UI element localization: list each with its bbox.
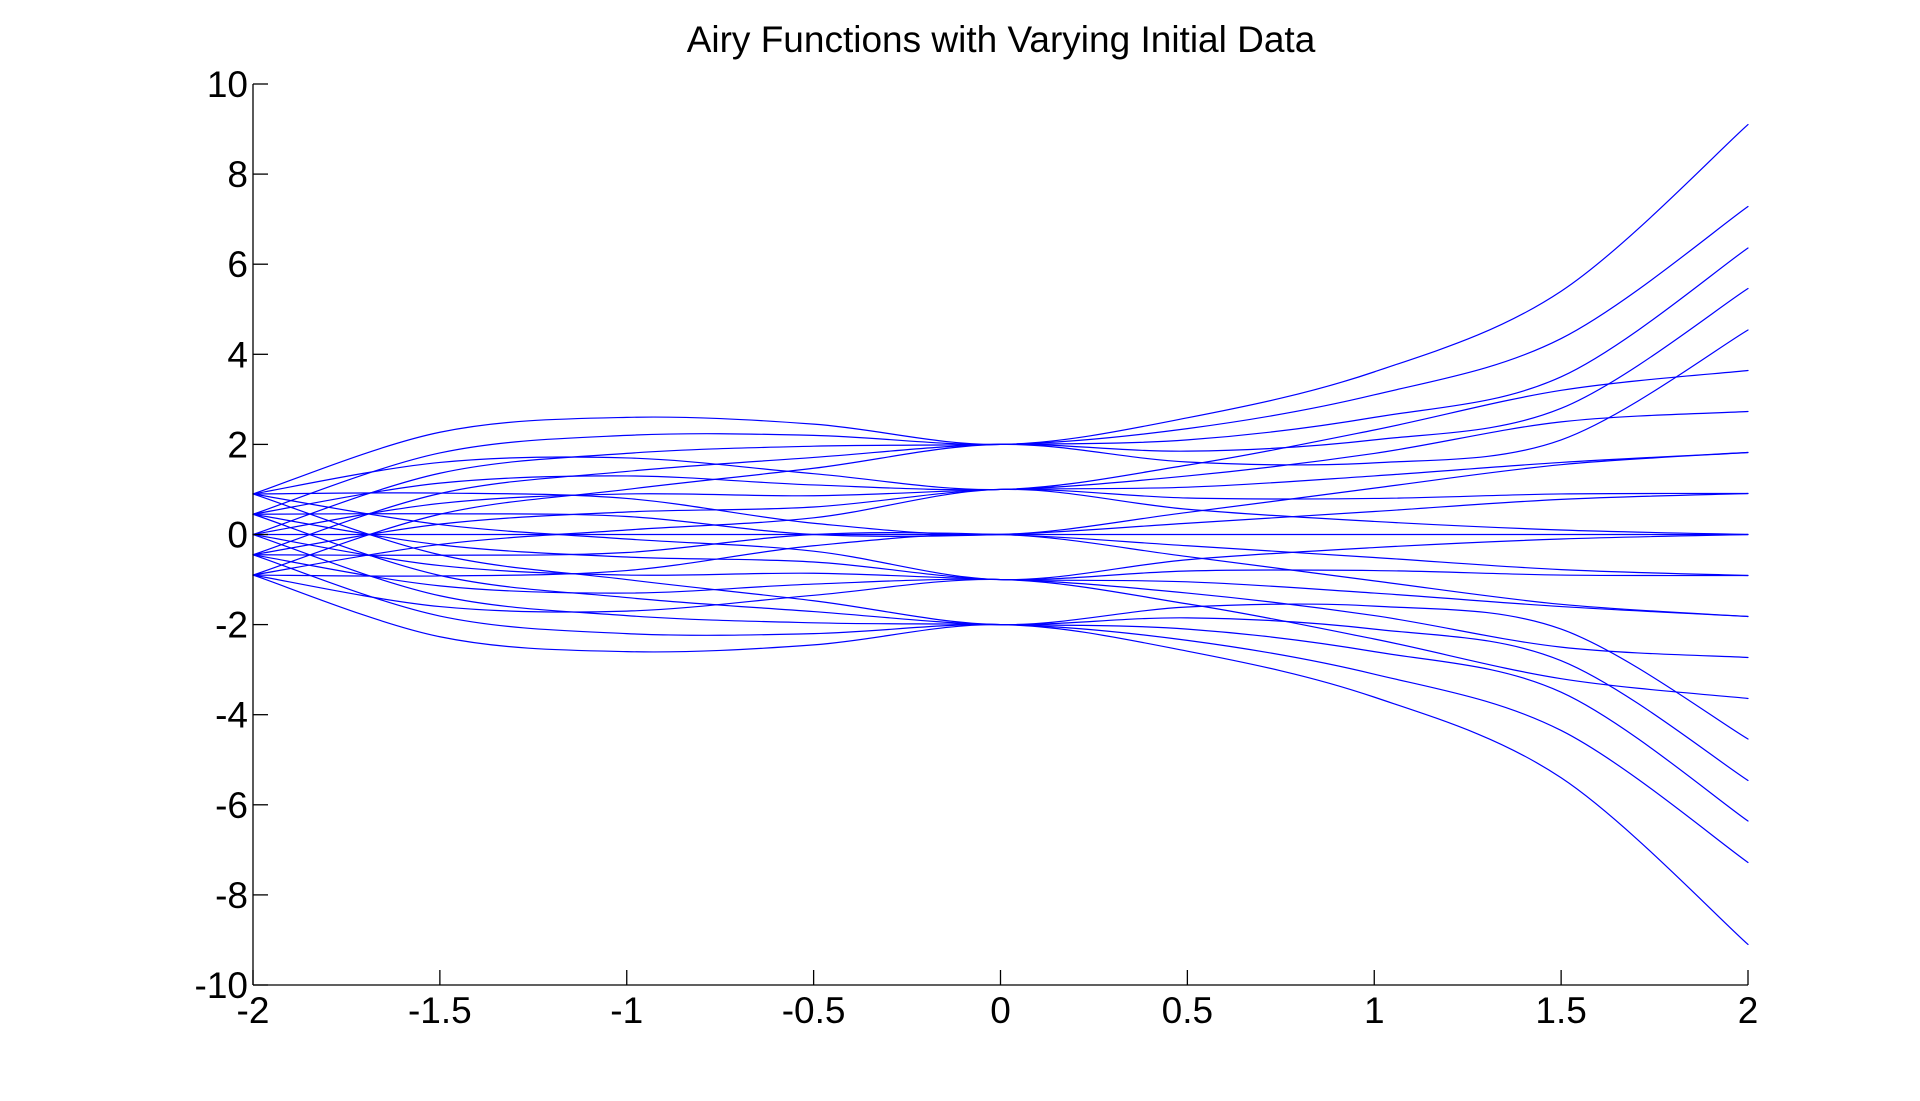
y-tick-label: -8 xyxy=(215,875,248,916)
y-tick-label: 0 xyxy=(227,515,248,556)
x-tick-label: 2 xyxy=(1738,990,1759,1031)
y-tick-label: -6 xyxy=(215,785,248,826)
y-tick-label: 10 xyxy=(207,64,248,105)
series-line-5 xyxy=(252,329,1749,576)
series-line-20 xyxy=(252,574,1749,700)
x-tick-label: 0.5 xyxy=(1162,990,1213,1031)
y-tick-label: -4 xyxy=(215,695,248,736)
y-tick-label: -2 xyxy=(215,605,248,646)
series-line-15 xyxy=(252,533,1749,618)
series-line-10 xyxy=(252,488,1749,576)
y-tick-label: 2 xyxy=(227,424,248,465)
y-tick-label: -10 xyxy=(195,965,248,1006)
chart-title: Airy Functions with Varying Initial Data xyxy=(687,19,1316,60)
x-tick-label: 1 xyxy=(1364,990,1385,1031)
series-layer xyxy=(252,123,1749,946)
x-tick-label: -1.5 xyxy=(408,990,472,1031)
x-tick-label: 1.5 xyxy=(1535,990,1586,1031)
series-line-25 xyxy=(252,574,1749,946)
ticks-layer: -2 -1.5 -1 -0.5 0 0.5 1 1.5 2 -10 -8 -6 -4 -2 0 2 4 6 8 10 xyxy=(195,64,1759,1031)
y-tick-label: 6 xyxy=(227,244,248,285)
y-tick-label: 4 xyxy=(227,334,248,375)
y-tick-label: 8 xyxy=(227,154,248,195)
x-tick-label: -1 xyxy=(610,990,643,1031)
x-tick-label: -0.5 xyxy=(782,990,846,1031)
x-tick-label: 0 xyxy=(990,990,1011,1031)
x-tick-label: -2 xyxy=(237,990,270,1031)
